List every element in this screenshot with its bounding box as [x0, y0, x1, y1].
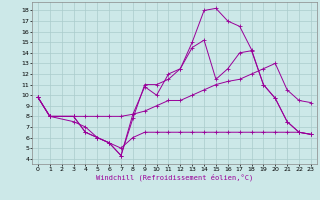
X-axis label: Windchill (Refroidissement éolien,°C): Windchill (Refroidissement éolien,°C): [96, 173, 253, 181]
